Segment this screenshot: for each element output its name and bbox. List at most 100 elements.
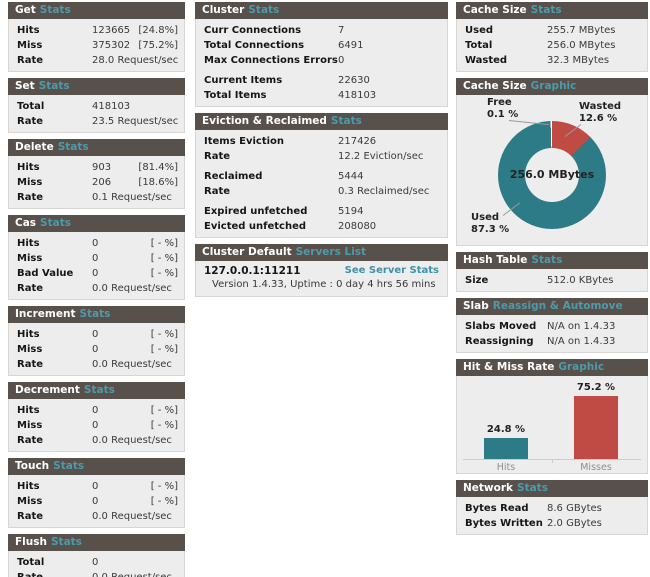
decrement-stats-panel: Decrement Stats Hits 0 [ - %] Miss 0 [ - %] Rat… <box>8 382 185 452</box>
stat-label: Hits <box>17 238 40 249</box>
panel-title: Cluster Default <box>202 246 292 258</box>
donut-label-free-pct: 0.1 % <box>487 108 519 120</box>
stat-value: 22630 <box>338 75 370 86</box>
panel-title: Increment <box>15 308 76 320</box>
stat-value: 206 <box>92 177 112 188</box>
stat-label: Current Items <box>204 75 283 86</box>
donut-label-wasted-pct: 12.6 % <box>579 112 618 124</box>
panel-header: Set Stats <box>8 78 185 95</box>
stat-label: Miss <box>17 496 43 507</box>
stat-value: 23.5 Request/sec <box>92 116 179 127</box>
stat-row: Hits 0 [ - %] <box>9 327 184 342</box>
stat-percent: [24.8%] <box>138 25 178 36</box>
panel-subtitle: Servers List <box>295 246 367 258</box>
stat-label: Curr Connections <box>204 25 302 36</box>
stat-value: 7 <box>338 25 345 36</box>
stat-value: 6491 <box>338 40 364 51</box>
stat-row: Miss 0 [ - %] <box>9 342 184 357</box>
get-stats-panel: Get Stats Hits 123665 [24.8%] Miss 375302 [75.… <box>8 2 185 72</box>
stat-label: Bad Value <box>17 268 74 279</box>
panel-subtitle: Stats <box>38 80 70 92</box>
stat-value: 5194 <box>338 206 364 217</box>
stat-value: N/A on 1.4.33 <box>547 321 616 332</box>
stat-label: Rate <box>17 435 44 446</box>
see-server-stats-link[interactable]: See Server Stats <box>344 265 439 276</box>
stat-row: Hits 0 [ - %] <box>9 236 184 251</box>
stat-value: 256.0 MBytes <box>547 40 616 51</box>
panel-header: Hash Table Stats <box>456 252 648 269</box>
stat-label: Total Connections <box>204 40 305 51</box>
stat-row: Miss 206 [18.6%] <box>9 175 184 190</box>
stat-label: Items Eviction <box>204 136 285 147</box>
donut-label-free: Free 0.1 % <box>487 97 518 120</box>
panel-header: Increment Stats <box>8 306 185 323</box>
stat-row: Rate 12.2 Eviction/sec <box>196 149 447 164</box>
axis-tick <box>552 459 553 463</box>
panel-subtitle: Graphic <box>558 361 605 373</box>
stat-row: Current Items 22630 <box>196 73 447 88</box>
stat-label: Hits <box>17 481 40 492</box>
stat-row: Miss 0 [ - %] <box>9 251 184 266</box>
panel-title: Eviction & Reclaimed <box>202 115 327 127</box>
panel-subtitle: Stats <box>531 254 563 266</box>
stat-row: Miss 375302 [75.2%] <box>9 38 184 53</box>
stat-row: Curr Connections 7 <box>196 23 447 38</box>
stat-value: 0 <box>92 268 99 279</box>
panel-title: Delete <box>15 141 54 153</box>
panel-subtitle: Stats <box>53 460 85 472</box>
stat-value: 0 <box>338 55 345 66</box>
slab-reassign-panel: Slab Reassign & Automove Slabs Moved N/A o… <box>456 298 648 353</box>
panel-title: Get <box>15 4 36 16</box>
stat-label: Used <box>465 25 494 36</box>
panel-subtitle: Reassign & Automove <box>492 300 623 312</box>
panel-body: Total0Rate0.0 Request/sec <box>9 551 184 577</box>
hits-bar-value: 24.8 % <box>486 424 526 436</box>
stat-row: Rate 28.0 Request/sec <box>9 53 184 68</box>
server-row: 127.0.0.1:11211 See Server Stats <box>196 261 447 278</box>
panel-title: Slab <box>463 300 489 312</box>
stat-label: Bytes Written <box>465 518 543 529</box>
stat-row: Miss 0 [ - %] <box>9 418 184 433</box>
stat-value: 12.2 Eviction/sec <box>338 151 424 162</box>
stat-label: Hits <box>17 162 40 173</box>
stat-label: Wasted <box>465 55 508 66</box>
stat-percent: [81.4%] <box>138 162 178 173</box>
stat-row: Miss 0 [ - %] <box>9 494 184 509</box>
panel-header: Cache Size Graphic <box>456 78 648 95</box>
stat-label: Rate <box>17 55 44 66</box>
stat-value: 418103 <box>338 90 377 101</box>
stat-row: Rate 23.5 Request/sec <box>9 114 184 129</box>
panel-header: Eviction & Reclaimed Stats <box>195 113 448 130</box>
stat-percent: [ - %] <box>150 329 178 340</box>
panel-header: Get Stats <box>8 2 185 19</box>
stat-percent: [ - %] <box>150 420 178 431</box>
stat-row: Slabs Moved N/A on 1.4.33 <box>457 319 647 334</box>
server-version: Version 1.4.33, Uptime : 0 day 4 hrs 56 … <box>212 279 436 290</box>
stat-value: 32.3 MBytes <box>547 55 610 66</box>
panel-header: Cluster Default Servers List <box>195 244 448 261</box>
stat-value: 0 <box>92 405 99 416</box>
stat-row: Items Eviction 217426 <box>196 134 447 149</box>
stat-value: 0 <box>92 496 99 507</box>
stat-row: Reassigning N/A on 1.4.33 <box>457 334 647 349</box>
stat-label: Rate <box>17 359 44 370</box>
panel-title: Cache Size <box>463 80 527 92</box>
stat-label: Total <box>17 557 45 568</box>
stat-label: Rate <box>204 151 231 162</box>
stat-label: Expired unfetched <box>204 206 308 217</box>
panel-header: Slab Reassign & Automove <box>456 298 648 315</box>
stat-label: Reassigning <box>465 336 534 347</box>
stat-label: Miss <box>17 253 43 264</box>
stat-percent: [ - %] <box>150 344 178 355</box>
panel-body: Bytes Read 8.6 GBytes Bytes Written 2.0 GBy… <box>457 497 647 534</box>
stat-value: 0 <box>92 344 99 355</box>
stat-label: Rate <box>17 283 44 294</box>
donut-hole <box>525 148 579 202</box>
stat-percent: [ - %] <box>150 253 178 264</box>
misses-bar-value: 75.2 % <box>576 381 616 393</box>
stat-value: 0 <box>92 481 99 492</box>
stat-row: Size 512.0 KBytes <box>457 273 647 288</box>
